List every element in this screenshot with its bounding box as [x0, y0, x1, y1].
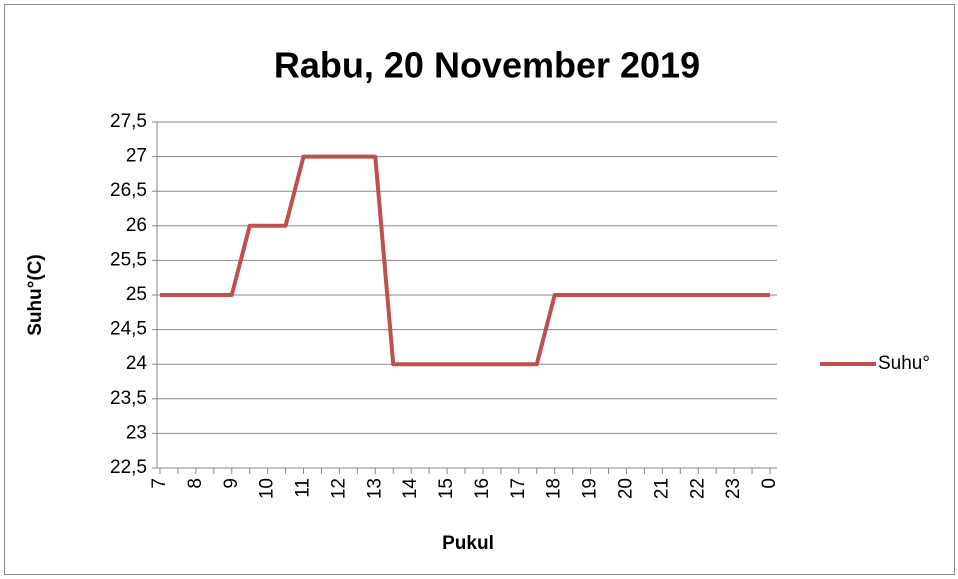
x-tick-label: 19: [580, 478, 601, 499]
x-tick-label: 23: [723, 478, 744, 499]
y-tick-label: 23,5: [110, 388, 147, 409]
y-tick-label: 27,5: [110, 111, 147, 132]
y-tick-label: 23: [126, 422, 147, 443]
x-tick-label: 0: [759, 478, 780, 489]
x-tick-label: 7: [149, 478, 170, 489]
y-tick-label: 25,5: [110, 249, 147, 270]
x-tick-label: 18: [544, 478, 565, 499]
chart-title: Rabu, 20 November 2019: [274, 45, 700, 86]
y-tick-label: 26: [126, 215, 147, 236]
y-tick-label: 22,5: [110, 457, 147, 478]
y-axis-label: Suhu°(C): [25, 254, 46, 335]
x-tick-label: 8: [185, 478, 206, 489]
x-axis-label: Pukul: [442, 533, 494, 554]
y-tick-label: 27: [126, 146, 147, 167]
x-tick-label: 16: [472, 478, 493, 499]
x-tick-label: 9: [221, 478, 242, 489]
x-tick-label: 10: [257, 478, 278, 499]
y-tick-label: 24,5: [110, 319, 147, 340]
x-tick-label: 12: [328, 478, 349, 499]
legend-label: Suhu°: [878, 353, 930, 374]
x-tick-label: 14: [400, 478, 421, 500]
chart-frame: [4, 4, 955, 575]
x-tick-label: 13: [364, 478, 385, 499]
x-tick-label: 22: [687, 478, 708, 499]
x-tick-label: 20: [615, 478, 636, 499]
x-tick-label: 17: [508, 478, 529, 499]
data-line: [160, 154, 770, 367]
y-tick-label: 25: [126, 284, 147, 305]
x-tick-label: 11: [293, 478, 314, 498]
y-tick-label: 24: [126, 353, 148, 374]
x-tick-label: 15: [436, 478, 457, 499]
y-tick-label: 26,5: [110, 180, 147, 201]
x-tick-label: 21: [651, 478, 672, 499]
